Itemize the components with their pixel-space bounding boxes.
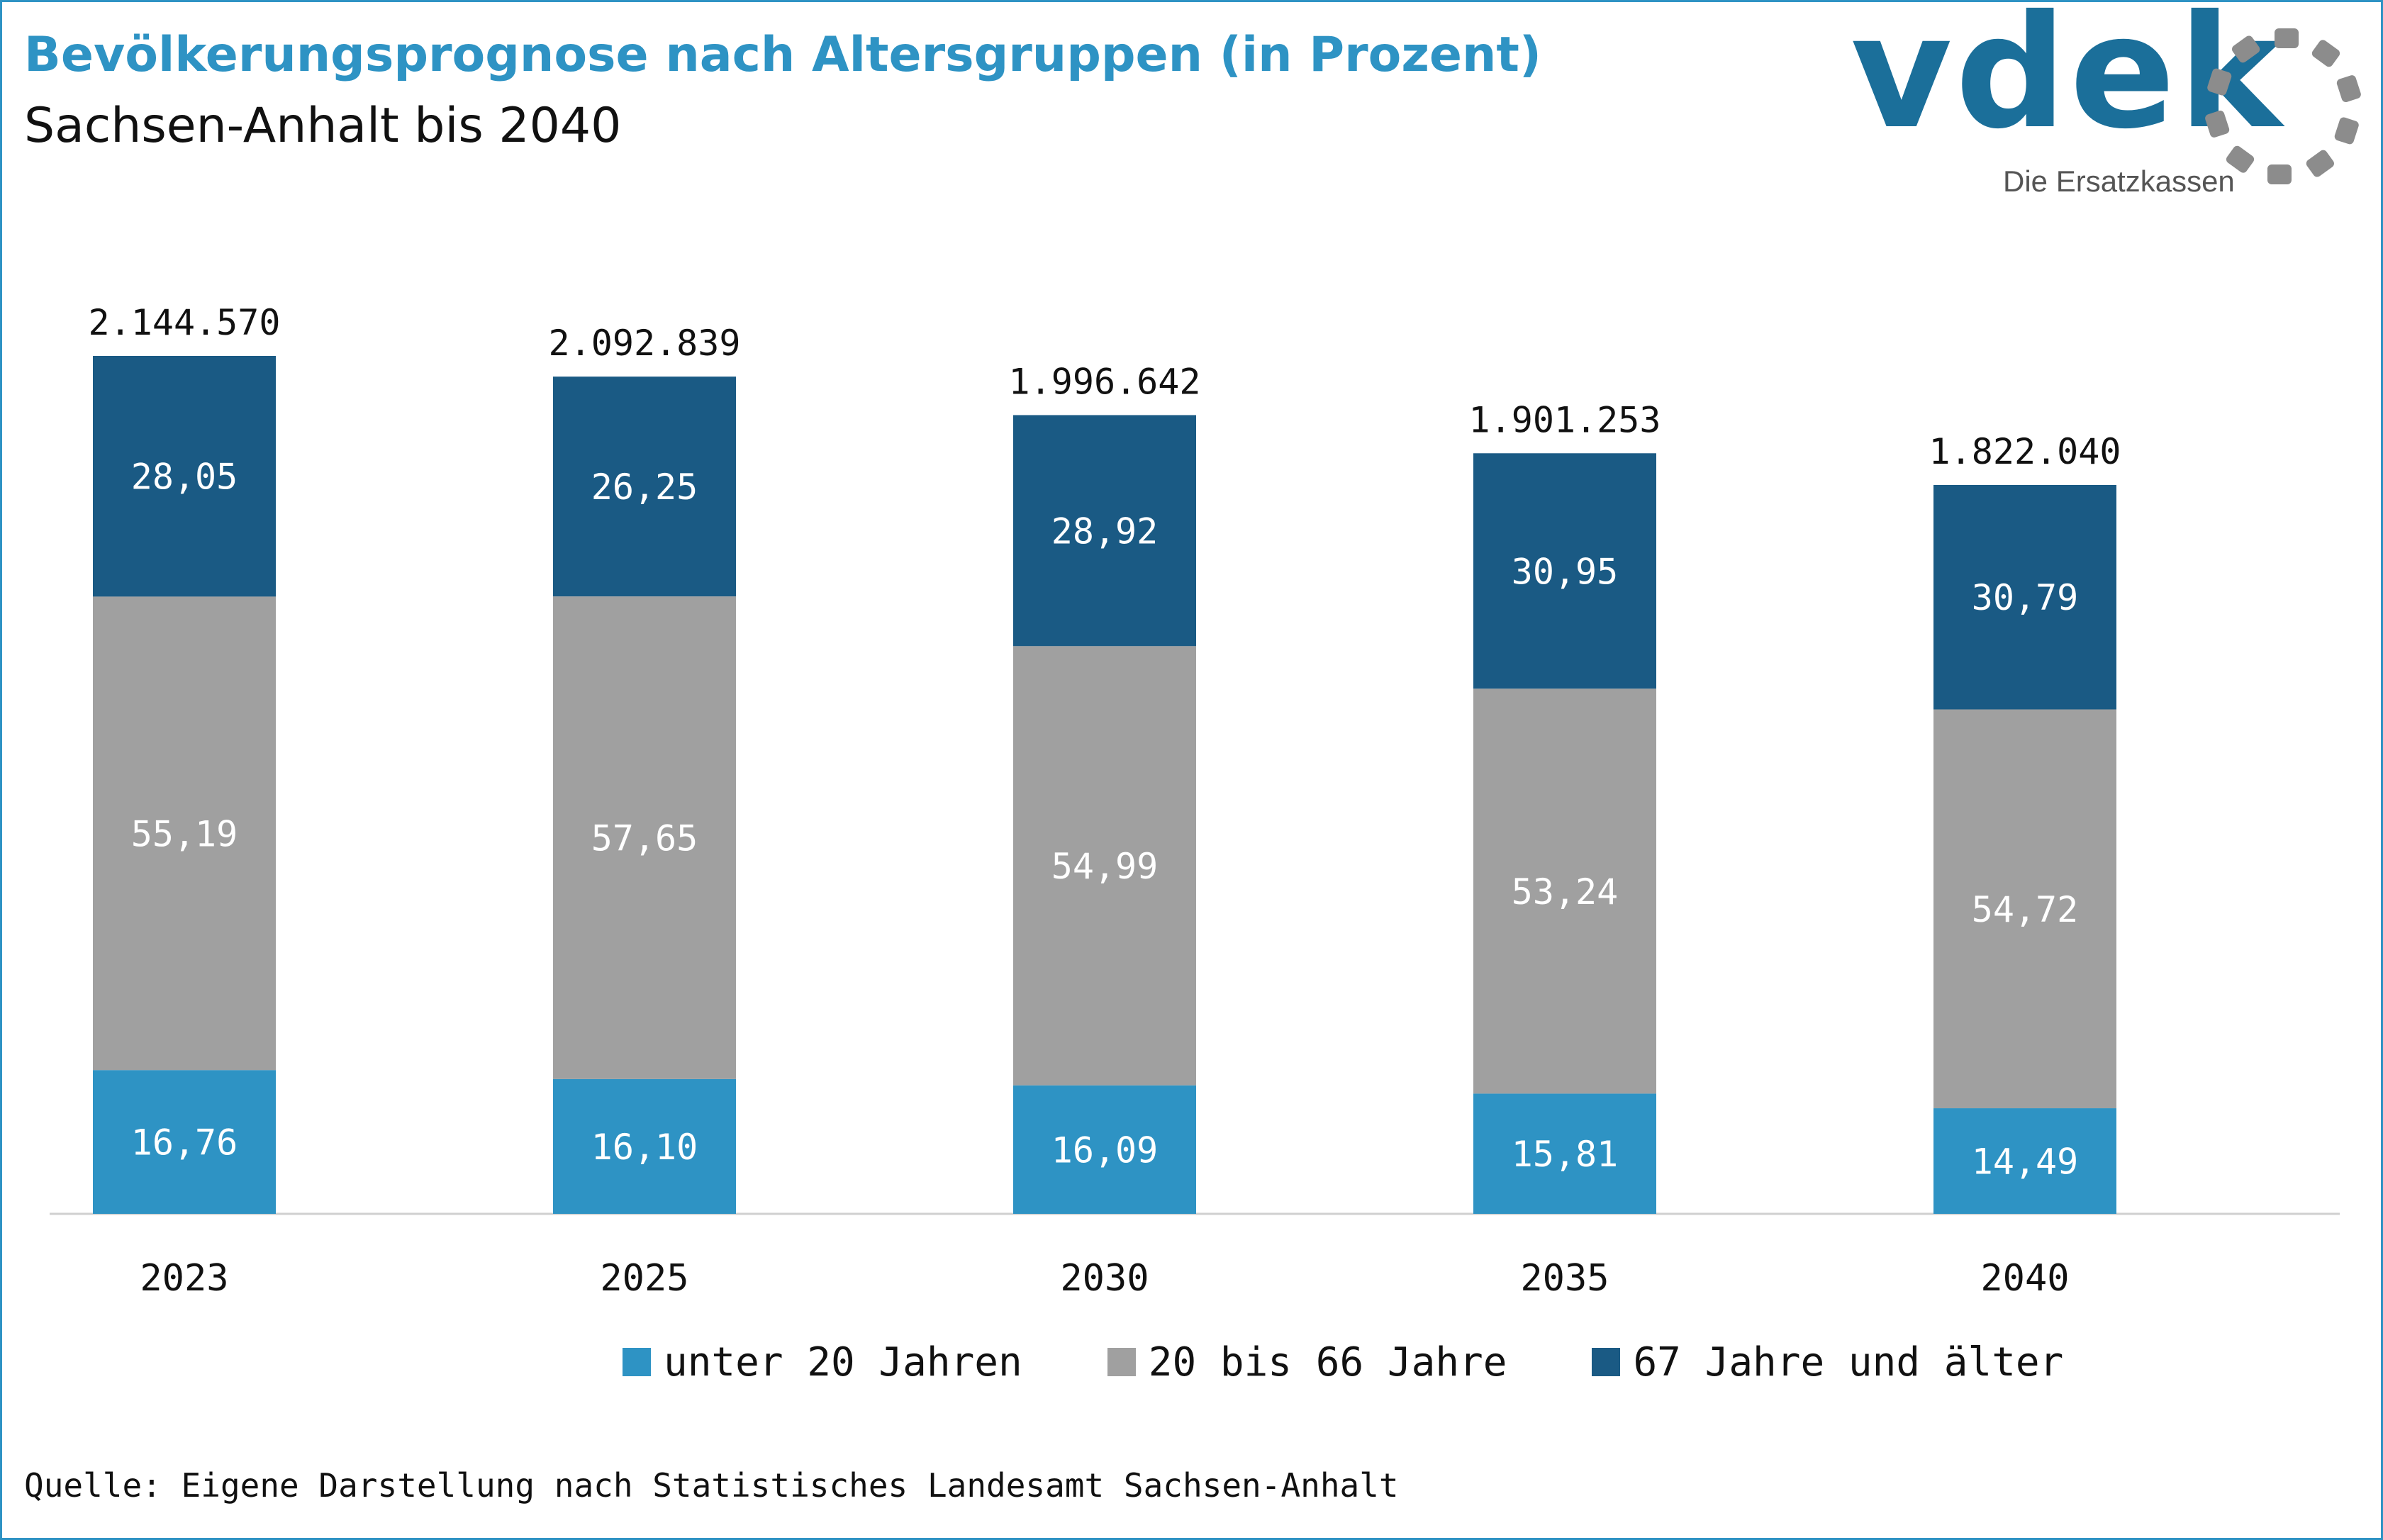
bar-2040-20-bis-66-jahre xyxy=(1933,709,2116,1109)
total-label-2023: 2.144.570 xyxy=(89,302,281,343)
data-label-2035-unter-20-jahren: 15,81 xyxy=(1512,1134,1619,1175)
legend-swatch-67-und-aelter xyxy=(1592,1348,1621,1376)
data-label-2035-67-jahre-und-lter: 30,95 xyxy=(1512,551,1619,592)
data-label-2023-67-jahre-und-lter: 28,05 xyxy=(131,457,238,498)
legend-item-20-bis-66: 20 bis 66 Jahre xyxy=(1107,1339,1507,1385)
ring-of-dots-icon xyxy=(2205,28,2361,184)
total-label-2035: 1.901.253 xyxy=(1469,399,1661,440)
data-label-2035-20-bis-66-jahre: 53,24 xyxy=(1512,871,1619,913)
bar-2023-20-bis-66-jahre xyxy=(93,596,276,1071)
source-note: Quelle: Eigene Darstellung nach Statisti… xyxy=(24,1466,1399,1505)
bar-2025-unter-20-jahren xyxy=(553,1078,736,1214)
legend-item-unter-20: unter 20 Jahren xyxy=(623,1339,1022,1385)
chart-subtitle: Sachsen-Anhalt bis 2040 xyxy=(24,98,622,154)
bar-2040-unter-20-jahren xyxy=(1933,1108,2116,1214)
bar-2035-20-bis-66-jahre xyxy=(1473,688,1656,1094)
vdek-logo: vdek Die Ersatzkassen xyxy=(1843,0,2368,206)
data-label-2025-20-bis-66-jahre: 57,65 xyxy=(591,818,698,859)
bar-2023-unter-20-jahren xyxy=(93,1070,276,1214)
total-label-2025: 2.092.839 xyxy=(549,323,741,364)
x-tick-label-2040: 2040 xyxy=(1980,1257,2069,1300)
total-label-2040: 1.822.040 xyxy=(1929,431,2121,472)
bar-2035-unter-20-jahren xyxy=(1473,1093,1656,1214)
legend-label-67-und-aelter: 67 Jahre und älter xyxy=(1633,1339,2064,1385)
total-label-2030: 1.996.642 xyxy=(1009,361,1201,402)
bar-2025-67-jahre-und-lter xyxy=(553,376,736,597)
x-tick-label-2023: 2023 xyxy=(140,1257,228,1300)
bar-2035-67-jahre-und-lter xyxy=(1473,453,1656,689)
x-tick-label-2035: 2035 xyxy=(1520,1257,1609,1300)
bar-2023-67-jahre-und-lter xyxy=(93,356,276,597)
legend-label-unter-20: unter 20 Jahren xyxy=(664,1339,1022,1385)
data-label-2030-unter-20-jahren: 16,09 xyxy=(1051,1129,1159,1171)
chart-legend: unter 20 Jahren 20 bis 66 Jahre 67 Jahre… xyxy=(623,1337,2148,1387)
data-label-2025-67-jahre-und-lter: 26,25 xyxy=(591,467,698,508)
data-label-2040-20-bis-66-jahre: 54,72 xyxy=(1972,889,2079,930)
data-label-2030-67-jahre-und-lter: 28,92 xyxy=(1051,510,1159,552)
bar-2040-67-jahre-und-lter xyxy=(1933,484,2116,710)
legend-swatch-20-bis-66 xyxy=(1107,1348,1136,1376)
data-label-2040-67-jahre-und-lter: 30,79 xyxy=(1972,577,2079,618)
data-label-2023-unter-20-jahren: 16,76 xyxy=(131,1122,238,1164)
bar-2030-20-bis-66-jahre xyxy=(1013,646,1196,1086)
chart-title: Bevölkerungsprognose nach Altersgruppen … xyxy=(24,27,1542,83)
logo-tagline: Die Ersatzkassen xyxy=(2003,164,2235,198)
data-label-2023-20-bis-66-jahre: 55,19 xyxy=(131,813,238,854)
bar-2030-unter-20-jahren xyxy=(1013,1085,1196,1214)
bar-2025-20-bis-66-jahre xyxy=(553,596,736,1079)
legend-swatch-unter-20 xyxy=(623,1348,651,1376)
x-tick-label-2025: 2025 xyxy=(600,1257,688,1300)
bar-2030-67-jahre-und-lter xyxy=(1013,415,1196,647)
data-label-2030-20-bis-66-jahre: 54,99 xyxy=(1051,846,1159,887)
data-label-2040-unter-20-jahren: 14,49 xyxy=(1972,1142,2079,1183)
legend-label-20-bis-66: 20 bis 66 Jahre xyxy=(1148,1339,1507,1385)
x-tick-label-2030: 2030 xyxy=(1060,1257,1149,1300)
data-label-2025-unter-20-jahren: 16,10 xyxy=(591,1127,698,1168)
legend-item-67-und-aelter: 67 Jahre und älter xyxy=(1592,1339,2063,1385)
